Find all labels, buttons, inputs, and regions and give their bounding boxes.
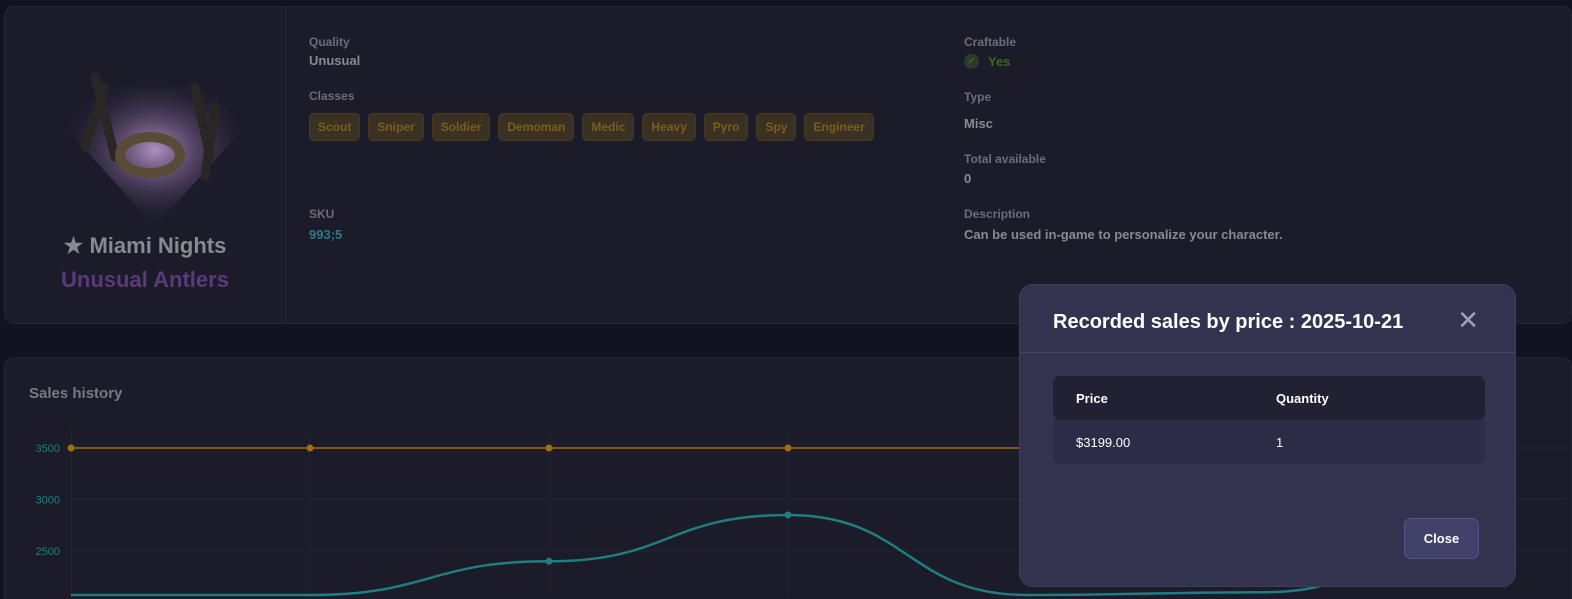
total-value: 0 [964,171,972,186]
close-button[interactable]: Close [1404,518,1479,559]
sales-history-title: Sales history [29,385,123,402]
item-effect-name: ★ Miami Nights [63,233,227,258]
y-tick-label: 2500 [36,546,60,558]
column-quantity: Quantity [1276,390,1329,406]
item-image-panel: ★ Miami Nights Unusual Antlers [5,7,286,323]
sales-by-price-modal: Recorded sales by price : 2025-10-21 ✕ P… [1019,284,1516,587]
price-cell: $3199.00 [1076,434,1131,450]
craftable-value: Yes [988,54,1011,69]
data-point[interactable] [67,444,75,452]
close-icon[interactable]: ✕ [1457,305,1479,335]
data-point[interactable] [545,557,553,565]
class-tag: Soldier [431,113,491,141]
type-value: Misc [964,116,993,131]
class-tag: Sniper [368,113,424,141]
data-point[interactable] [306,444,314,452]
class-tag: Medic [582,113,635,141]
data-point[interactable] [545,444,553,452]
sku-value: 993;5 [309,227,343,242]
craftable-label: Craftable [964,35,1017,49]
item-name: Unusual Antlers [61,267,229,292]
y-tick-label: 3000 [36,495,60,507]
data-point[interactable] [784,444,792,452]
table-row: $3199.00 1 [1053,420,1485,464]
check-icon: ✓ [964,54,979,69]
total-label: Total available [964,152,1046,166]
class-tag: Scout [309,113,361,141]
class-tag: Spy [756,113,797,141]
class-tag: Demoman [498,113,575,141]
quality-value: Unusual [309,53,361,68]
y-tick-label: 3500 [36,443,60,455]
item-image [65,72,245,227]
sku-label: SKU [309,207,335,221]
classes-list: Scout Sniper Soldier Demoman Medic Heavy… [309,113,874,141]
class-tag: Pyro [703,113,749,141]
table-header: Price Quantity [1053,376,1485,420]
modal-title: Recorded sales by price : 2025-10-21 [1053,311,1404,333]
class-tag: Heavy [642,113,696,141]
modal-header: Recorded sales by price : 2025-10-21 ✕ [1020,285,1515,353]
sales-table: Price Quantity $3199.00 1 [1053,376,1485,464]
data-point[interactable] [784,511,792,519]
classes-label: Classes [309,89,355,103]
description-value: Can be used in-game to personalize your … [964,227,1283,242]
class-tag: Engineer [804,113,874,141]
quantity-cell: 1 [1276,434,1284,450]
column-price: Price [1076,390,1108,406]
item-card: ★ Miami Nights Unusual Antlers Quality U… [4,6,1572,324]
type-label: Type [964,90,992,104]
description-label: Description [964,207,1031,221]
quality-label: Quality [309,35,350,49]
